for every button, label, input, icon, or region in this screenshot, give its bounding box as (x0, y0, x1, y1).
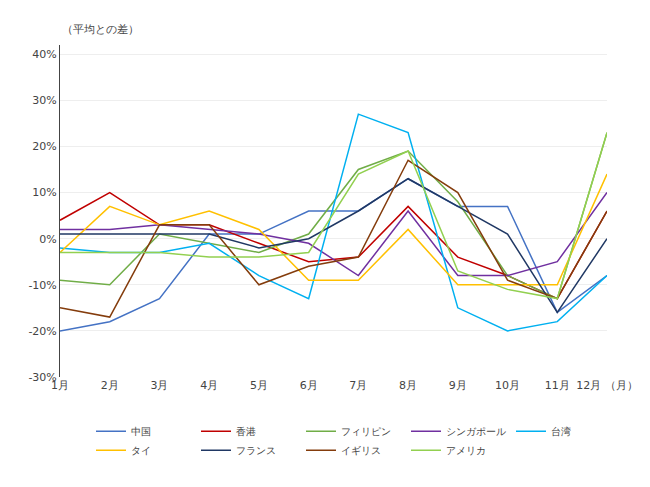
svg-text:-10%: -10% (28, 279, 56, 292)
svg-text:6月: 6月 (300, 379, 318, 392)
svg-text:1月: 1月 (51, 379, 69, 392)
svg-text:12月 （月）: 12月 （月） (576, 379, 638, 392)
svg-text:8月: 8月 (399, 379, 417, 392)
svg-text:台湾: 台湾 (551, 426, 571, 437)
svg-text:中国: 中国 (131, 426, 151, 437)
svg-text:11月: 11月 (545, 379, 570, 392)
svg-text:5月: 5月 (250, 379, 268, 392)
svg-text:30%: 30% (32, 94, 56, 107)
svg-text:タイ: タイ (131, 445, 151, 456)
svg-text:フランス: フランス (236, 445, 276, 456)
svg-text:40%: 40% (32, 48, 56, 61)
svg-text:9月: 9月 (449, 379, 467, 392)
svg-text:2月: 2月 (101, 379, 119, 392)
svg-text:香港: 香港 (236, 426, 256, 437)
svg-text:4月: 4月 (200, 379, 218, 392)
svg-text:10%: 10% (32, 186, 56, 199)
svg-text:アメリカ: アメリカ (446, 445, 486, 456)
svg-text:-20%: -20% (28, 325, 56, 338)
svg-text:3月: 3月 (150, 379, 168, 392)
svg-text:20%: 20% (32, 140, 56, 153)
svg-text:10月: 10月 (495, 379, 520, 392)
svg-text:7月: 7月 (349, 379, 367, 392)
svg-text:（平均との差）: （平均との差） (62, 23, 139, 36)
svg-text:フィリピン: フィリピン (341, 426, 391, 437)
svg-text:0%: 0% (39, 233, 56, 246)
svg-text:シンガポール: シンガポール (446, 426, 506, 437)
svg-text:-30%: -30% (28, 371, 56, 384)
svg-text:イギリス: イギリス (341, 445, 381, 456)
